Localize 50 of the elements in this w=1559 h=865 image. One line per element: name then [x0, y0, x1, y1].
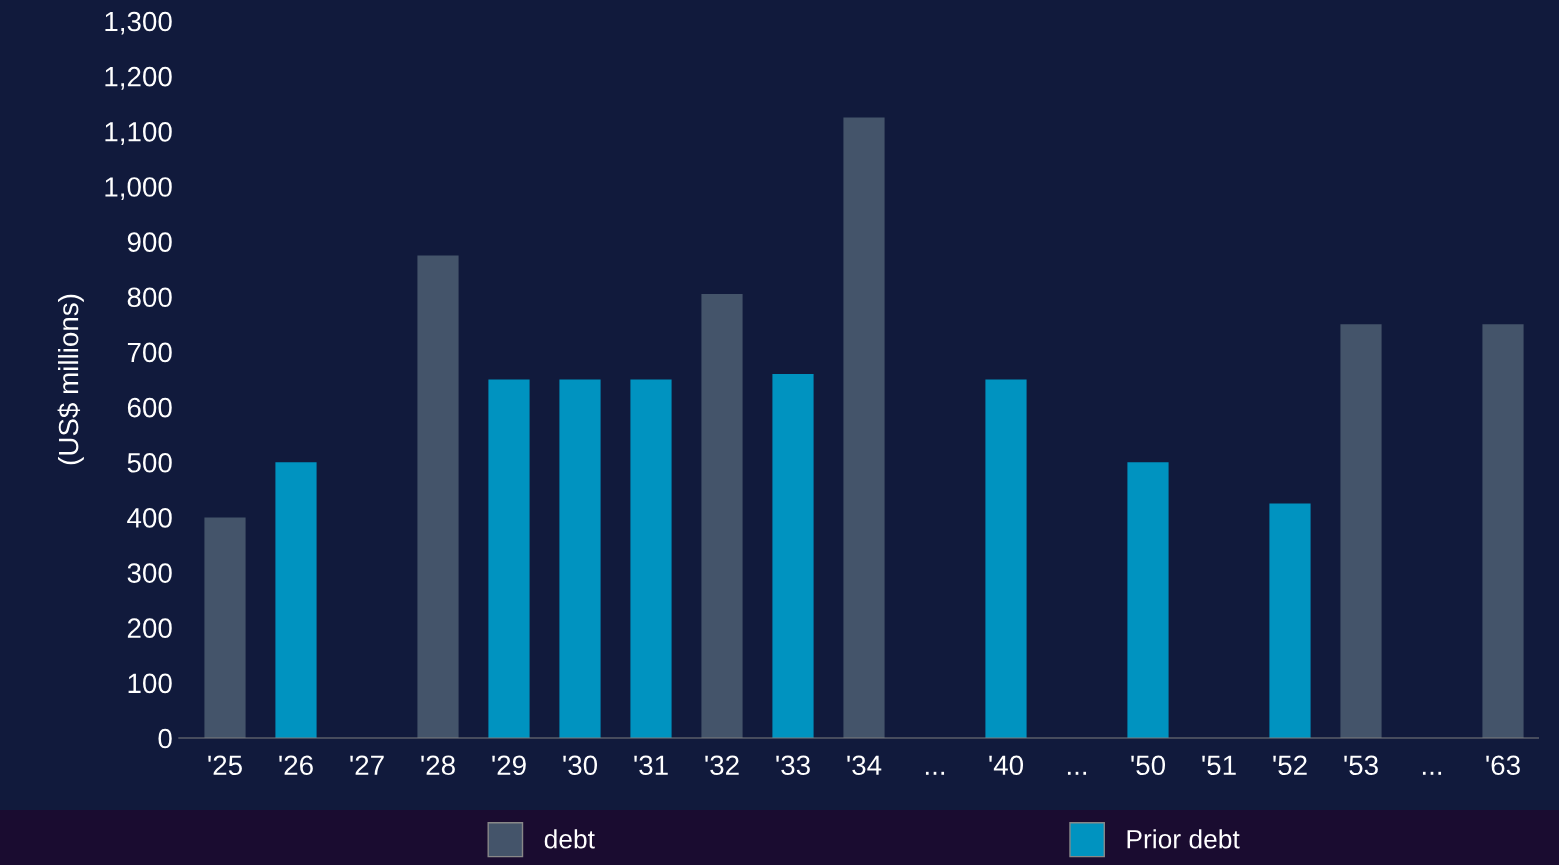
x-tick-label: '25 [208, 755, 242, 776]
y-tick-label: 1,100 [105, 121, 172, 145]
y-tick-label: 0 [158, 728, 172, 749]
bar [843, 117, 885, 738]
y-tick-label: 1,300 [105, 11, 172, 35]
y-tick-label: 600 [127, 397, 172, 418]
bar [1269, 503, 1311, 738]
bar [1482, 324, 1524, 738]
x-tick-label: ... [1067, 771, 1087, 775]
x-tick-label: '30 [563, 755, 598, 776]
x-tick-label: ... [925, 771, 945, 775]
bar [559, 379, 601, 738]
bar [204, 517, 246, 738]
bar [488, 379, 530, 738]
bar [772, 373, 814, 738]
bar [1340, 324, 1382, 738]
x-tick-label: '31 [634, 755, 668, 776]
y-tick-label: 500 [127, 452, 172, 473]
x-tick-label: '63 [1486, 755, 1520, 776]
x-tick-label: '33 [776, 755, 810, 776]
bar [1127, 462, 1169, 738]
x-tick-label: '26 [279, 755, 313, 776]
x-tick-label: '51 [1202, 755, 1236, 776]
y-tick-label: 1,000 [105, 177, 172, 201]
x-tick-label: '29 [492, 755, 526, 776]
bar [630, 379, 672, 738]
y-axis-title: (US$ millions) [57, 294, 84, 465]
x-tick-label: '27 [350, 755, 384, 775]
x-tick-label: '52 [1273, 755, 1307, 776]
bar [417, 255, 459, 738]
legend-label: debt [544, 829, 595, 849]
bar [701, 294, 743, 738]
y-tick-label: 100 [128, 673, 172, 694]
x-tick-label: '40 [989, 755, 1024, 776]
y-tick-label: 700 [127, 342, 172, 363]
y-tick-label: 900 [127, 232, 172, 252]
y-tick-label: 200 [127, 618, 172, 639]
x-tick-label: ... [1422, 771, 1442, 775]
bar [985, 379, 1027, 738]
bar [275, 462, 317, 738]
x-tick-label: '50 [1131, 755, 1166, 776]
x-tick-label: '34 [847, 755, 882, 776]
y-tick-label: 800 [127, 287, 172, 308]
legend-label: Prior debt [1127, 829, 1240, 849]
y-tick-label: 1,200 [105, 66, 172, 90]
y-tick-label: 300 [127, 563, 172, 583]
y-tick-label: 400 [127, 508, 172, 528]
x-tick-label: '28 [421, 755, 455, 776]
x-tick-label: '32 [705, 755, 739, 776]
x-tick-label: '53 [1344, 755, 1378, 776]
